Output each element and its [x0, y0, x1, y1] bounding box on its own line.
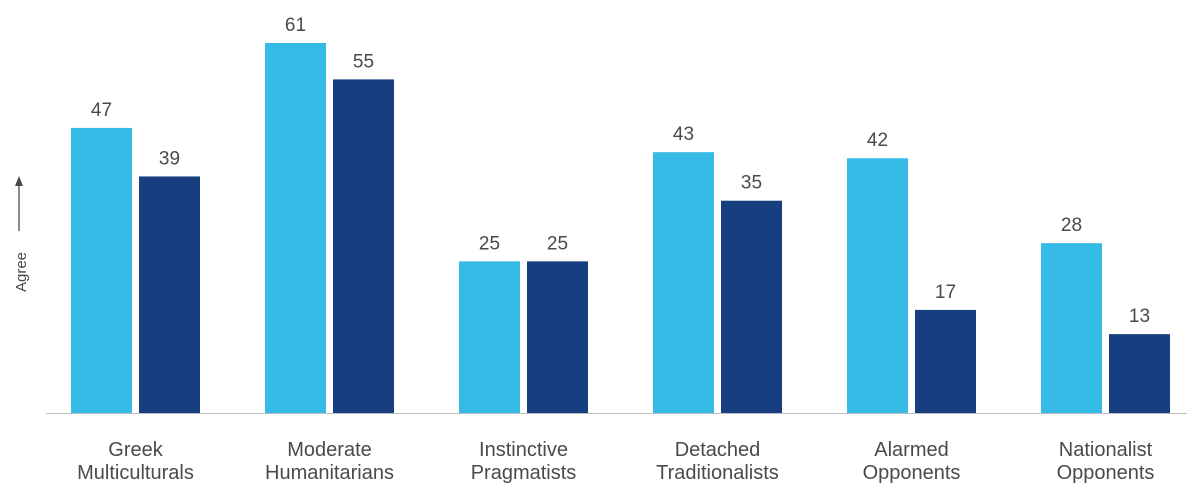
value-label-series1-cat6: 28 — [1061, 215, 1082, 236]
bar-series2-cat1 — [139, 176, 200, 413]
bar-series2-cat6 — [1109, 334, 1170, 413]
value-labels-layer: 47 39 61 55 25 25 43 35 42 17 28 13 — [91, 15, 1150, 327]
value-label-series1-cat4: 43 — [673, 124, 694, 145]
bars-layer — [71, 43, 1170, 414]
category-label-2: Moderate Humanitarians — [265, 439, 394, 484]
value-label-series2-cat3: 25 — [547, 233, 568, 254]
bar-series1-cat4 — [653, 152, 714, 413]
bar-series2-cat4 — [721, 200, 782, 413]
bar-series1-cat1 — [71, 127, 132, 413]
bar-series2-cat5 — [915, 309, 976, 413]
category-label-6: Nationalist Opponents — [1057, 439, 1155, 484]
category-label-3: Instinctive Pragmatists — [471, 439, 577, 484]
value-label-series2-cat6: 13 — [1129, 306, 1150, 327]
bar-series1-cat6 — [1041, 243, 1102, 413]
value-label-series1-cat1: 47 — [91, 100, 112, 121]
y-axis-label: Agree — [13, 252, 30, 292]
category-labels-layer: Greek Multiculturals Moderate Humanitarians… — [77, 439, 1154, 484]
bar-series2-cat2 — [333, 79, 394, 414]
category-label-5: Alarmed Opponents — [863, 439, 961, 484]
bar-series2-cat3 — [527, 261, 588, 413]
value-label-series1-cat2: 61 — [285, 15, 306, 36]
value-label-series2-cat2: 55 — [353, 51, 374, 72]
value-label-series2-cat1: 39 — [159, 148, 180, 169]
category-label-4: Detached Traditionalists — [656, 439, 779, 484]
category-label-1: Greek Multiculturals — [77, 439, 194, 484]
bar-series1-cat5 — [847, 158, 908, 413]
y-axis-arrow-head — [15, 176, 23, 186]
value-label-series2-cat5: 17 — [935, 282, 956, 303]
bar-series1-cat2 — [265, 43, 326, 413]
value-label-series1-cat3: 25 — [479, 233, 500, 254]
bar-series1-cat3 — [459, 261, 520, 413]
y-axis-label-group: Agree — [13, 176, 30, 292]
value-label-series1-cat5: 42 — [867, 130, 888, 151]
value-label-series2-cat4: 35 — [741, 173, 762, 194]
